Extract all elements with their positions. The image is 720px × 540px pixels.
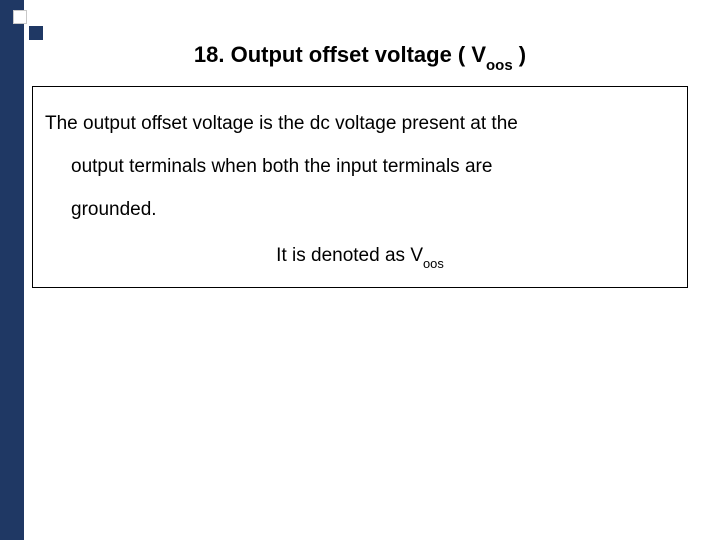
title-prefix: 18. Output offset voltage ( V xyxy=(194,42,486,67)
denoted-subscript: oos xyxy=(423,256,444,271)
denoted-line: It is denoted as Voos xyxy=(45,245,675,269)
definition-line-1: The output offset voltage is the dc volt… xyxy=(45,113,518,134)
corner-accent-squares xyxy=(13,10,27,24)
denoted-prefix: It is denoted as V xyxy=(276,245,423,266)
slide-side-bar xyxy=(0,0,24,540)
definition-line-2: output terminals when both the input ter… xyxy=(45,146,675,189)
definition-text: The output offset voltage is the dc volt… xyxy=(45,103,675,231)
title-suffix: ) xyxy=(513,42,526,67)
definition-line-3: grounded. xyxy=(45,189,675,232)
title-subscript: oos xyxy=(486,57,513,74)
content-box: The output offset voltage is the dc volt… xyxy=(32,86,688,288)
slide-title: 18. Output offset voltage ( Voos ) xyxy=(0,42,720,71)
